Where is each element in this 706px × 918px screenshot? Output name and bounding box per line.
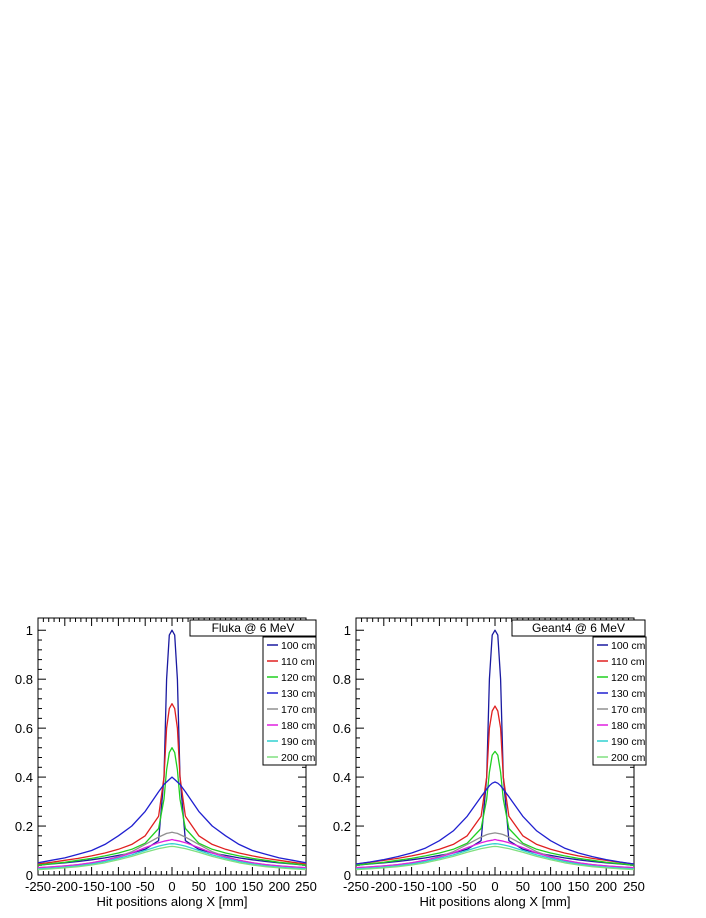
x-tick-label: 250 xyxy=(623,879,645,894)
x-axis-label: Hit positions along X [mm] xyxy=(419,894,570,909)
x-tick-label: -50 xyxy=(136,879,155,894)
x-tick-label: -100 xyxy=(426,879,452,894)
x-tick-label: 100 xyxy=(215,879,237,894)
x-tick-label: -150 xyxy=(79,879,105,894)
x-tick-label: 0 xyxy=(491,879,498,894)
chart-title-box xyxy=(511,619,646,637)
series-line-130-cm xyxy=(355,781,635,865)
chart-title: Geant4 @ 6 MeV xyxy=(532,621,625,635)
x-tick-label: 150 xyxy=(242,879,264,894)
legend-entry: 200 cm xyxy=(611,752,646,764)
series-line-110-cm xyxy=(37,703,307,865)
series-line-120-cm xyxy=(37,747,307,866)
series-line-170-cm xyxy=(37,831,307,869)
legend-entry: 200 cm xyxy=(281,752,316,764)
chart-title: Fluka @ 6 MeV xyxy=(212,621,295,635)
y-tick-label: 0.4 xyxy=(15,770,33,785)
legend-entry: 120 cm xyxy=(281,672,316,684)
legend-entry: 120 cm xyxy=(611,672,646,684)
legend: 100 cm 110 cm 120 cm 130 cm 170 cm 180 cm 190 … xyxy=(592,636,647,766)
series-line-180-cm xyxy=(37,838,307,869)
x-tick-label: 50 xyxy=(192,879,206,894)
series-line-110-cm xyxy=(355,705,635,865)
x-tick-label: -100 xyxy=(105,879,131,894)
series-line-170-cm xyxy=(355,832,635,869)
y-tick-label: 0.4 xyxy=(333,770,351,785)
series-line-100-cm xyxy=(355,629,635,866)
y-tick-label: 0.8 xyxy=(15,672,33,687)
series-line-180-cm xyxy=(355,838,635,869)
legend-entry: 100 cm xyxy=(281,640,316,652)
x-tick-label: 200 xyxy=(268,879,290,894)
legend-box xyxy=(262,636,317,766)
series-line-200-cm xyxy=(355,845,635,871)
y-tick-label: 0.2 xyxy=(15,819,33,834)
legend-entry: 180 cm xyxy=(611,720,646,732)
plot-frame xyxy=(355,617,635,876)
legend-entry: 190 cm xyxy=(611,736,646,748)
x-tick-label: 100 xyxy=(540,879,562,894)
legend-entry: 180 cm xyxy=(281,720,316,732)
legend-entry: 170 cm xyxy=(281,704,316,716)
y-tick-label: 0 xyxy=(26,868,33,883)
x-tick-label: 250 xyxy=(295,879,317,894)
legend-entry: 130 cm xyxy=(281,688,316,700)
series-line-120-cm xyxy=(355,750,635,866)
x-tick-label: -200 xyxy=(52,879,78,894)
x-tick-label: -150 xyxy=(399,879,425,894)
x-axis-label: Hit positions along X [mm] xyxy=(96,894,247,909)
y-tick-label: 0 xyxy=(344,868,351,883)
legend-box xyxy=(592,636,647,766)
x-tick-label: 50 xyxy=(516,879,530,894)
chart-title-box xyxy=(189,619,317,637)
x-tick-label: -250 xyxy=(25,879,51,894)
legend: 100 cm 110 cm 120 cm 130 cm 170 cm 180 cm 190 … xyxy=(262,636,317,766)
y-tick-label: 0.2 xyxy=(333,819,351,834)
y-tick-label: 1 xyxy=(344,623,351,638)
x-tick-label: 0 xyxy=(168,879,175,894)
legend-entry: 110 cm xyxy=(281,656,315,668)
chart-panel-2: -250 -200 -150 -100 -50 0 50 100 150 200 250 0 0.2 0.… xyxy=(333,617,647,909)
y-tick-label: 0.8 xyxy=(333,672,351,687)
legend-entry: 110 cm xyxy=(611,656,645,668)
y-tick-label: 0.6 xyxy=(15,721,33,736)
legend-entry: 130 cm xyxy=(611,688,646,700)
series-line-190-cm xyxy=(37,843,307,870)
y-tick-label: 1 xyxy=(26,623,33,638)
x-tick-label: -50 xyxy=(458,879,477,894)
x-tick-label: 200 xyxy=(595,879,617,894)
legend-entry: 170 cm xyxy=(611,704,646,716)
x-tick-label: -200 xyxy=(371,879,397,894)
legend-entry: 100 cm xyxy=(611,640,646,652)
y-tick-label: 0.6 xyxy=(333,721,351,736)
series-line-190-cm xyxy=(355,843,635,870)
chart-panel-1: -250 -200 -150 -100 -50 0 50 100 150 200 250 0 0.2 0.… xyxy=(15,617,317,909)
x-tick-label: -250 xyxy=(343,879,369,894)
series-line-130-cm xyxy=(37,776,307,864)
legend-entry: 190 cm xyxy=(281,736,316,748)
x-tick-label: 150 xyxy=(568,879,590,894)
series-line-100-cm xyxy=(37,629,307,866)
series-line-200-cm xyxy=(37,845,307,871)
